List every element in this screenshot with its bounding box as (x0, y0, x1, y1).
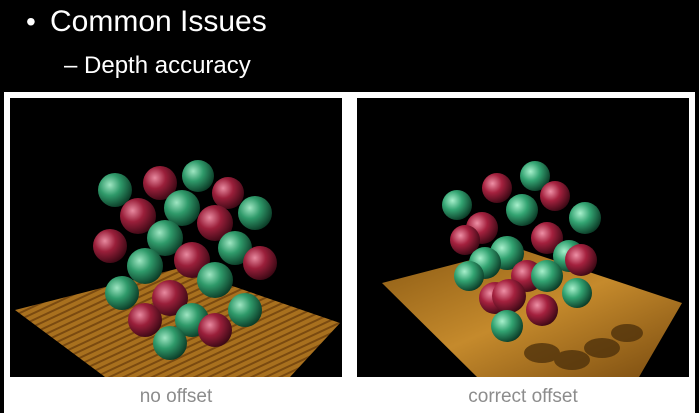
bullet-text: Common Issues (50, 5, 267, 38)
sphere-shadows (524, 324, 643, 370)
bullet-mark: • (26, 6, 36, 37)
sub-bullet-text: – Depth accuracy (64, 52, 251, 79)
caption-no-offset: no offset (139, 386, 213, 407)
render-no-offset (10, 98, 342, 377)
caption-correct-offset: correct offset (468, 386, 578, 407)
render-correct-offset (357, 98, 689, 377)
sphere-cluster (442, 161, 601, 342)
bullet-line: • Common Issues (26, 2, 267, 42)
sphere-cluster (93, 160, 277, 360)
